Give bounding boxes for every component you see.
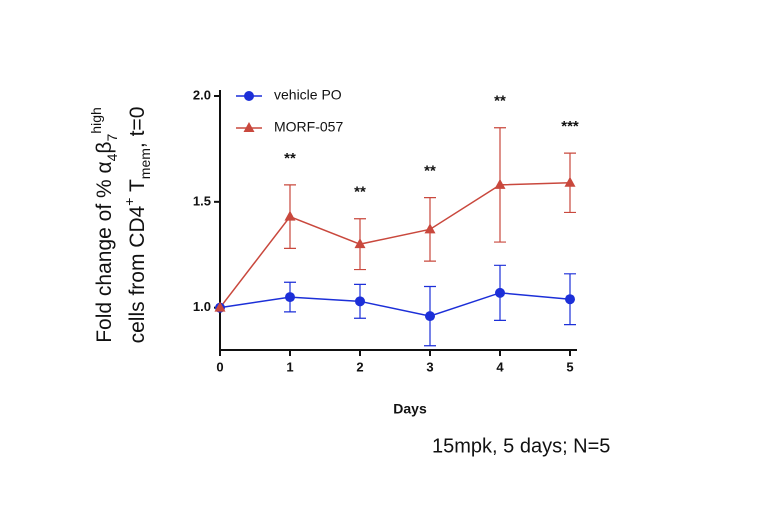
y-tick-label: 1.0	[193, 299, 211, 314]
y-axis-label-part: 7	[104, 133, 120, 141]
legend-label: vehicle PO	[274, 87, 342, 103]
y-axis-label-part: T	[126, 179, 149, 197]
y-axis-label-part: cells from CD4	[126, 205, 149, 343]
y-axis-label-part: mem	[137, 148, 153, 179]
footnote: 15mpk, 5 days; N=5	[432, 435, 610, 457]
y-axis-label: Fold change of % α4β7high	[88, 107, 120, 343]
marker	[284, 210, 296, 221]
x-tick-label: 2	[356, 359, 363, 374]
marker	[564, 176, 576, 187]
y-axis-label: cells from CD4+ Tmem, t=0	[121, 107, 153, 344]
marker	[424, 223, 436, 234]
legend-marker	[244, 91, 254, 101]
marker	[495, 287, 505, 298]
y-axis-label-part: 4	[104, 153, 120, 161]
x-axis-label: Days	[393, 401, 427, 417]
y-axis-label-part: +	[121, 197, 137, 205]
series-line	[219, 292, 571, 317]
significance-label: **	[284, 150, 296, 167]
marker	[285, 292, 295, 303]
y-axis-label-part: , t=0	[126, 107, 149, 148]
marker	[214, 301, 226, 312]
significance-label: **	[424, 163, 436, 180]
marker	[565, 294, 575, 305]
marker	[425, 311, 435, 322]
legend-marker	[243, 122, 255, 132]
y-axis-label-part: Fold change of % α	[93, 161, 116, 342]
x-tick-label: 3	[426, 359, 433, 374]
x-tick-label: 0	[216, 359, 223, 374]
significance-label: ***	[561, 118, 579, 135]
marker	[354, 238, 366, 249]
y-axis-label-part: β	[93, 141, 116, 153]
series-line	[219, 182, 571, 309]
y-tick-label: 1.5	[193, 193, 211, 208]
x-tick-label: 5	[566, 359, 573, 374]
y-axis-label-part: high	[88, 107, 104, 133]
significance-label: **	[494, 93, 506, 110]
marker	[494, 178, 506, 189]
marker	[355, 296, 365, 307]
y-tick-label: 2.0	[193, 87, 211, 102]
x-tick-label: 1	[286, 359, 293, 374]
x-tick-label: 4	[496, 359, 504, 374]
significance-label: **	[354, 184, 366, 201]
legend-label: MORF-057	[274, 119, 343, 135]
